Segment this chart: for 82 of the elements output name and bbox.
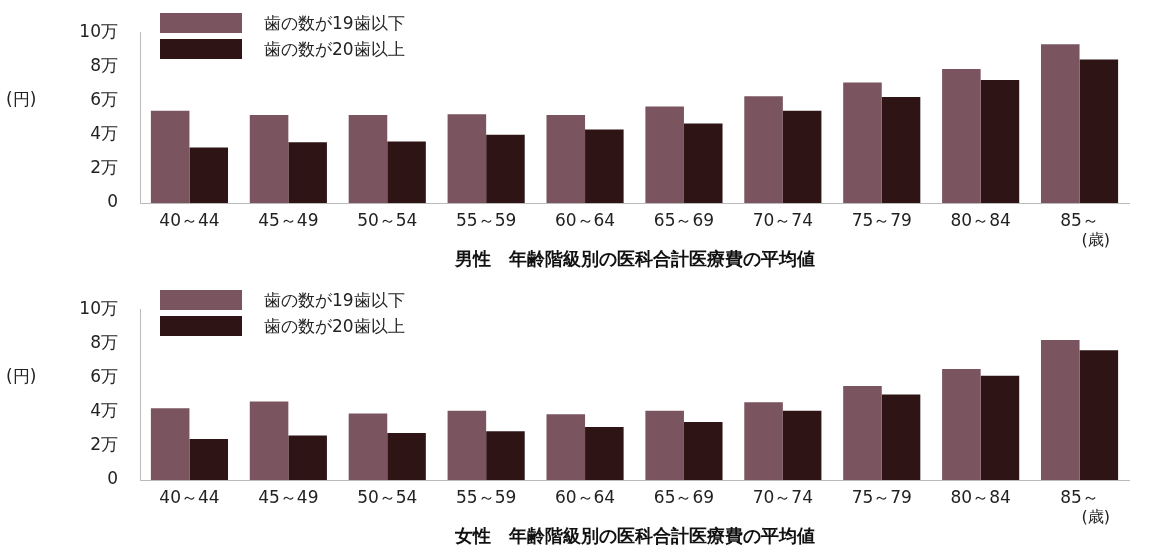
bar (249, 401, 289, 480)
y-axis-title: (円) (6, 88, 37, 109)
bar (1040, 339, 1080, 480)
bar (942, 368, 981, 480)
x-tick-label: 70～74 (752, 486, 813, 507)
bar (782, 110, 822, 203)
bar (447, 410, 487, 480)
y-tick-label: 8万 (90, 331, 118, 352)
y-tick-label: 0 (107, 468, 118, 489)
x-tick-label: 85～ (1060, 209, 1099, 230)
y-tick-label: 10万 (79, 20, 118, 41)
y-tick-label: 2万 (90, 157, 118, 178)
x-axis-title: 男性 年齢階級別の医科合計医療費の平均値 (453, 247, 815, 269)
bar (348, 115, 388, 203)
y-tick-label: 10万 (79, 297, 118, 318)
y-tick-label: 6万 (90, 88, 118, 109)
y-tick-label: 4万 (90, 123, 118, 144)
y-tick-label: 2万 (90, 434, 118, 455)
bar (744, 402, 783, 480)
bar (585, 129, 624, 203)
bar (980, 375, 1020, 480)
x-tick-label: 40～44 (159, 209, 220, 230)
bar (288, 142, 327, 203)
bar (843, 82, 882, 203)
y-tick-label: 4万 (90, 400, 118, 421)
x-tick-label: 85～ (1060, 486, 1099, 507)
bar (942, 68, 981, 203)
x-tick-label: 80～84 (950, 486, 1011, 507)
x-axis-title: 女性 年齢階級別の医科合計医療費の平均値 (453, 524, 815, 546)
bar (387, 141, 426, 203)
x-tick-label: 45～49 (258, 209, 319, 230)
bar (1079, 350, 1119, 480)
bar (546, 115, 586, 203)
bar (645, 106, 684, 203)
bar (189, 147, 229, 203)
bar (486, 431, 525, 480)
bar (1040, 44, 1080, 203)
bar (189, 439, 229, 480)
x-tick-label: 50～54 (357, 486, 418, 507)
bar (881, 97, 921, 203)
x-tick-label: 45～49 (258, 486, 319, 507)
legend-label: 歯の数が20歯以上 (264, 315, 405, 338)
x-tick-label: 75～79 (851, 486, 912, 507)
y-tick-label: 8万 (90, 54, 118, 75)
x-tick-label: 75～79 (851, 209, 912, 230)
bar (683, 421, 723, 480)
y-tick-label: 0 (107, 191, 118, 212)
text: (歳) (1081, 230, 1110, 250)
x-tick-label: 55～59 (456, 209, 517, 230)
x-tick-label: 70～74 (752, 209, 813, 230)
bar (288, 435, 327, 480)
bar (348, 413, 388, 480)
x-tick-label: 60～64 (554, 209, 616, 230)
legend-label: 歯の数が20歯以上 (264, 38, 405, 61)
x-tick-label: 60～64 (554, 486, 616, 507)
bar (546, 414, 586, 480)
bar (249, 115, 289, 203)
bar (980, 80, 1020, 203)
x-tick-label: 55～59 (456, 486, 517, 507)
text: (歳) (1081, 507, 1110, 527)
x-tick-label: 65～69 (653, 209, 715, 230)
bar (150, 110, 190, 203)
bar (150, 408, 190, 480)
x-tick-label: 65～69 (653, 486, 715, 507)
bar (387, 433, 426, 480)
bar (486, 134, 525, 203)
x-tick-label: 50～54 (357, 209, 418, 230)
y-axis-title: (円) (6, 365, 37, 386)
x-tick-label: 40～44 (159, 486, 220, 507)
bar (1079, 59, 1119, 203)
bar (881, 394, 921, 480)
bar (744, 96, 783, 203)
bar (683, 123, 723, 203)
legend-label: 歯の数が19歯以下 (264, 289, 405, 312)
bar (585, 427, 624, 480)
bar (843, 386, 882, 480)
legend-label: 歯の数が19歯以下 (264, 12, 405, 35)
bar (447, 114, 487, 203)
y-tick-label: 6万 (90, 365, 118, 386)
bar (645, 410, 684, 480)
bar (782, 410, 822, 480)
x-tick-label: 80～84 (950, 209, 1011, 230)
